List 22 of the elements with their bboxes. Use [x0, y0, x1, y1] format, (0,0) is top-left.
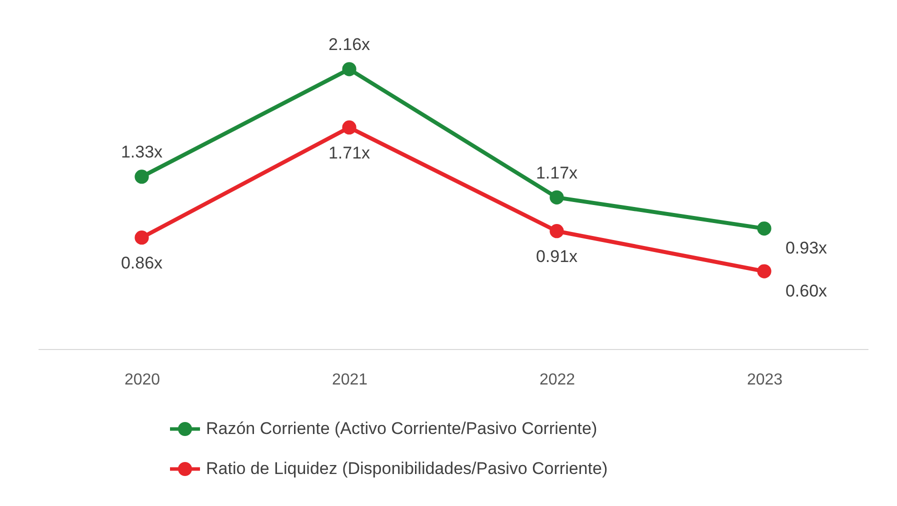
data-label: 0.86x [120, 254, 164, 273]
x-tick-label: 2021 [332, 372, 368, 388]
point [550, 190, 564, 204]
point [550, 224, 564, 238]
x-tick-label: 2020 [124, 372, 160, 388]
data-label: 1.71x [328, 143, 371, 162]
point [134, 170, 149, 184]
point [134, 230, 149, 245]
x-tick-label: 2023 [746, 372, 783, 388]
data-label: 1.33x [120, 142, 164, 162]
data-label: 0.93x [785, 238, 828, 258]
data-label: 2.16x [328, 35, 371, 54]
point [757, 221, 772, 236]
point [342, 120, 356, 135]
legend-label: Ratio de Liquidez (Disponibilidades/Pasivo Corriente) [206, 459, 608, 478]
data-label: 0.91x [536, 247, 578, 266]
point [757, 264, 772, 278]
x-tick-label: 2022 [539, 372, 576, 388]
data-label: 1.17x [536, 163, 578, 182]
legend-label: Razón Corriente (Activo Corriente/Pasivo Corriente) [206, 419, 598, 438]
data-label: 0.60x [785, 281, 828, 300]
point [342, 62, 356, 76]
